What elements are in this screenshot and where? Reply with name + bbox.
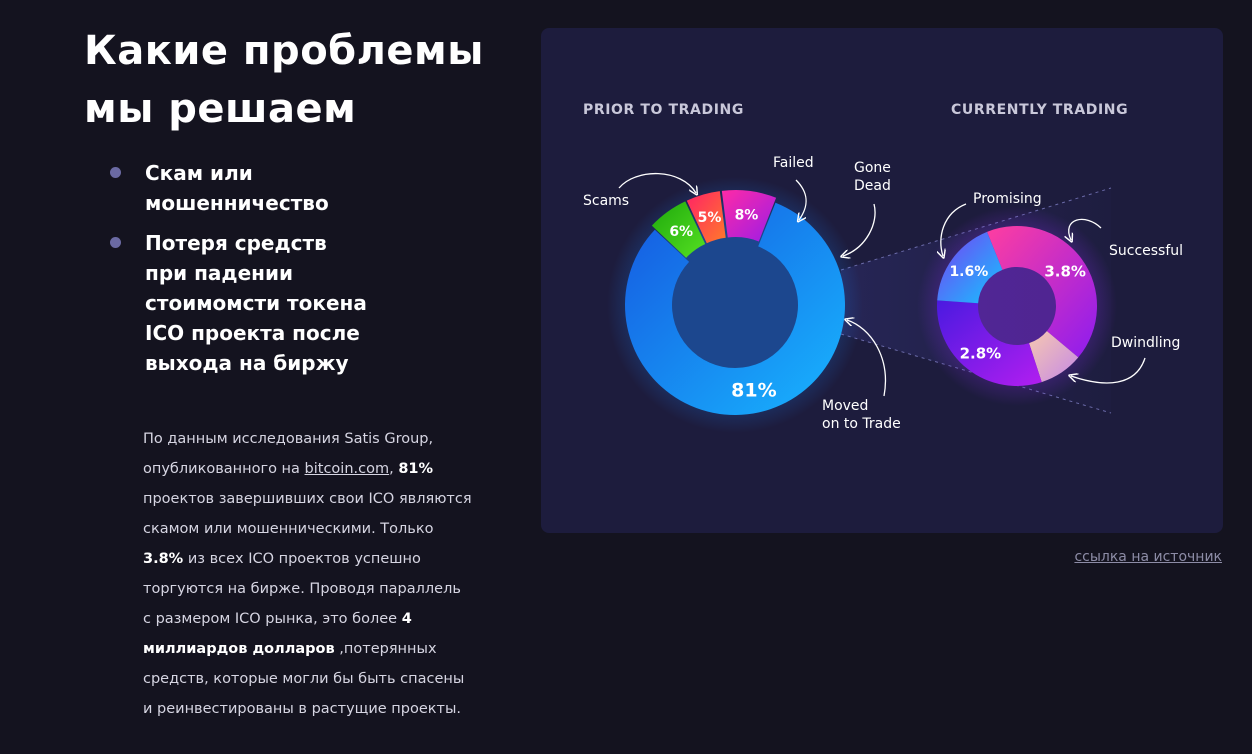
callout-scams: Scams [583,193,629,209]
donut-slice [937,231,1003,304]
list-item-line: ICO проекта после [145,321,360,345]
moved-callout-arrow [847,320,886,397]
para-highlight: 4 миллиардов долларов [143,611,412,657]
donut-charts-svg: PRIOR TO TRADING CURRENTLY TRADING 81% 6%… [583,102,1183,433]
slice-value-label: 5% [698,210,722,226]
slice-value-label: 2.8% [960,344,1002,362]
para-text: , [389,461,399,477]
slice-value-label: 6% [669,224,693,240]
para-text: По данным исследования Satis Group, опуб… [143,431,434,477]
list-item-line: Скам или [145,161,253,185]
donut-prior-trading: 81% 6% 5% 8% [625,190,845,415]
donut-slice [686,191,726,244]
para-highlight: 81% [398,461,434,477]
research-paragraph: По данным исследования Satis Group, опуб… [143,424,473,724]
callout-failed: Failed [773,155,814,171]
dwindling-callout-arrow [1071,357,1146,384]
chart-title-prior: PRIOR TO TRADING [583,102,744,118]
page-title-line-1: Какие проблемы [84,28,484,74]
bullet-dot-icon [110,167,121,178]
list-item: Потеря средств при падении стоимомсти то… [108,228,390,378]
slice-value-label: 1.6% [949,264,988,280]
para-text: ,потерянных средств, которые могли бы бы… [143,641,465,717]
donut-slice [937,300,1042,387]
gone-dead-callout-arrow [843,203,876,256]
list-item-line: Потеря средств [145,231,327,255]
page-title-line-2: мы решаем [84,86,357,132]
list-item-line: мошенничество [145,191,329,215]
list-item-line: при падении [145,261,293,285]
left-column: Какие проблемы мы решаем Скам или мошенн… [0,0,520,754]
bullet-dot-icon [110,237,121,248]
chart-title-current: CURRENTLY TRADING [951,102,1128,118]
donut-currently-trading: 3.8% 2.8% 1.6% [937,225,1097,387]
para-text: проектов завершивших свои ICO являются с… [143,491,472,537]
para-text: из всех ICO проектов успешно торгуются н… [143,551,461,627]
donut-slice [651,201,706,258]
list-item: Скам или мошенничество [108,158,390,218]
callout-gone-dead-2: Dead [854,178,891,194]
list-item-line: стоимомсти токена [145,291,367,315]
donut-slice [625,202,845,415]
donut-slice [987,225,1097,358]
donut-slice [1029,331,1079,383]
slice-value-label: 8% [735,207,759,223]
page-title: Какие проблемы мы решаем [84,22,484,138]
successful-callout-arrow [1069,218,1102,240]
bitcoin-link[interactable]: bitcoin.com [304,461,390,477]
para-highlight: 3.8% [143,551,184,567]
chart-panel: PRIOR TO TRADING CURRENTLY TRADING 81% 6%… [541,28,1223,533]
scams-callout-arrow [618,172,696,193]
list-item-line: выхода на биржу [145,351,349,375]
source-link[interactable]: ссылка на источник [1074,549,1222,565]
callout-promising: Promising [973,191,1042,207]
promising-callout-arrow [941,203,967,256]
donut-slice [721,190,777,242]
slice-value-label: 81% [731,379,776,401]
failed-callout-arrow [795,179,807,220]
slice-value-label: 3.8% [1044,262,1086,280]
problem-list: Скам или мошенничество Потеря средств пр… [108,158,390,388]
callout-moved-1: Moved [822,398,868,414]
callout-moved-2: on to Trade [822,416,901,432]
callout-successful: Successful [1109,243,1183,259]
callout-gone-dead-1: Gone [854,160,891,176]
callout-dwindling: Dwindling [1111,335,1180,351]
